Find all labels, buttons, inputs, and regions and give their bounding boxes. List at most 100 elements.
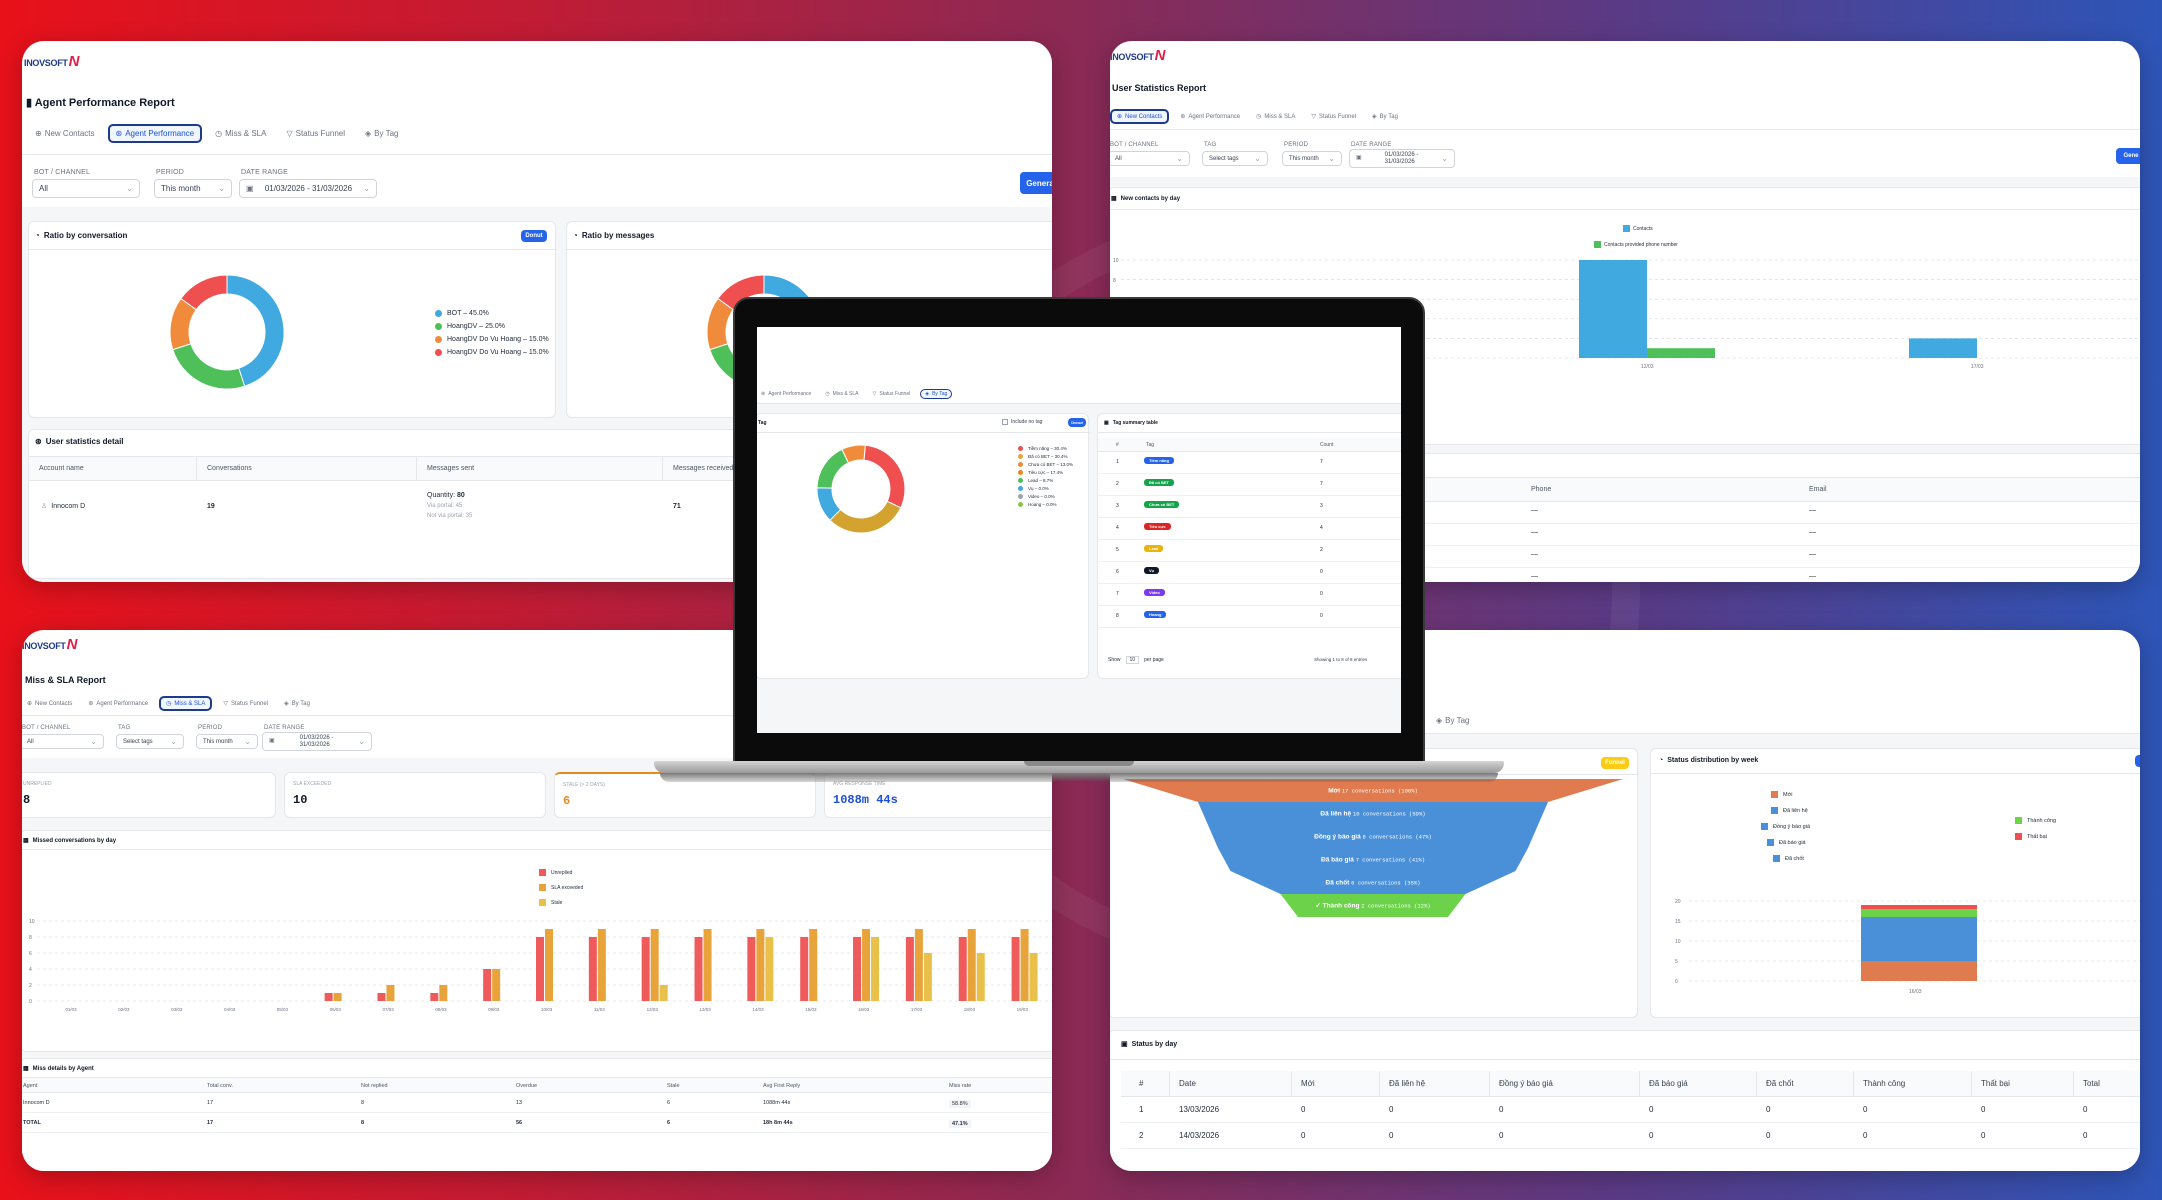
- tab-new-contacts[interactable]: ⊕ New Contacts: [1110, 109, 1170, 124]
- tab-agent-performance[interactable]: ⊛ Agent Performance: [1180, 113, 1241, 121]
- bar-unreplied: [483, 969, 492, 1001]
- table-cell: 1088m 44s: [763, 1100, 791, 1106]
- phone-cell: —: [1531, 551, 1538, 558]
- table-cell: 14/03/2026: [1179, 1131, 1220, 1140]
- legend-label: Hoang – 0.0%: [1028, 502, 1057, 507]
- funnel-icon: ▽: [286, 129, 293, 138]
- funnel-button[interactable]: Funnel: [1601, 757, 1629, 769]
- period-select[interactable]: This month ⌄: [154, 179, 232, 198]
- bot-channel-select[interactable]: All ⌄: [32, 179, 140, 198]
- table-cell: 0: [1863, 1105, 1868, 1114]
- include-no-tag-toggle[interactable]: Include no tag: [1002, 419, 1042, 425]
- date-range-input[interactable]: ▣ 01/03/2026 -31/03/2026 ⌄: [262, 732, 372, 751]
- tab-by-tag[interactable]: ◈ By Tag: [920, 389, 953, 399]
- tab-agent-performance[interactable]: ⊛ Agent Performance: [107, 124, 203, 143]
- table-cell: 8: [361, 1100, 365, 1106]
- tab-by-tag[interactable]: ◈ By Tag: [365, 129, 399, 138]
- tag-badge: Video: [1144, 589, 1165, 596]
- legend-label: Mới: [1783, 791, 1793, 798]
- bot-channel-select[interactable]: All ⌄: [22, 734, 104, 749]
- pie-icon: ◔: [573, 231, 578, 240]
- tab-status-funnel[interactable]: ▽ Status Funnel: [223, 700, 269, 708]
- x-tick-label: 01/03: [65, 1007, 77, 1012]
- tab-status-funnel[interactable]: ▽ Status Funnel: [872, 391, 911, 397]
- period-select[interactable]: This month ⌄: [196, 734, 258, 749]
- divider: [22, 849, 1052, 850]
- chart-icon: ⊛: [88, 701, 94, 707]
- donut-button[interactable]: Donut: [521, 230, 547, 242]
- tag-icon: ◈: [365, 129, 372, 138]
- legend-swatch: [435, 349, 442, 356]
- tag-select[interactable]: Select tags ⌄: [1202, 151, 1268, 166]
- tab-miss-sla[interactable]: ◷ Miss & SLA: [825, 391, 859, 397]
- date-range-input[interactable]: ▣ 01/03/2026 - 31/03/2026 ⌄: [239, 179, 377, 198]
- funnel-panel: Funnel Mới 17 conversations (100%) Đã liê…: [1110, 748, 1639, 1018]
- kpi-value: 6: [563, 794, 571, 808]
- bar-unreplied: [641, 937, 650, 1001]
- generate-button[interactable]: Gene: [2116, 148, 2140, 164]
- report-tabs: ⊕ New Contacts ⊛ Agent Performance ◷ Miss &…: [22, 696, 315, 711]
- x-tick-label: 19/03: [1017, 1007, 1029, 1012]
- legend-item: Đã chốt: [1773, 855, 1810, 862]
- table-cell: TOTAL: [23, 1120, 41, 1126]
- column-header: Conversations: [197, 457, 417, 480]
- legend-swatch: [1018, 478, 1023, 483]
- table-cell: 2: [1139, 1131, 1144, 1140]
- tag-select[interactable]: Select tags ⌄: [116, 734, 184, 749]
- period-select[interactable]: This month ⌄: [1282, 151, 1342, 166]
- table-cell: 13: [516, 1100, 523, 1106]
- table-cell: 0: [1766, 1105, 1771, 1114]
- tab-new-contacts[interactable]: ⊕ New Contacts: [35, 129, 95, 138]
- tab-miss-sla[interactable]: ◷ Miss & SLA: [215, 129, 267, 138]
- tab-new-contacts[interactable]: ⊕ New Contacts: [27, 700, 73, 708]
- chart-type-button[interactable]: [2135, 755, 2140, 767]
- tag-icon: ◈: [925, 391, 930, 397]
- brand-logo: INOVSOFTN: [22, 636, 78, 653]
- tab-agent-performance[interactable]: ⊛ Agent Performance: [88, 700, 149, 708]
- tab-status-funnel[interactable]: ▽ Status Funnel: [1311, 113, 1357, 121]
- tab-status-funnel[interactable]: ▽ Status Funnel: [286, 129, 345, 138]
- divider: [22, 715, 1052, 716]
- legend-label: Thành công: [2027, 817, 2057, 824]
- date-range-input[interactable]: ▣ 01/03/2026 -31/03/2026 ⌄: [1349, 149, 1455, 168]
- page-title: ▮ Agent Performance Report: [26, 97, 175, 109]
- row-number: 2: [1116, 481, 1119, 487]
- bot-channel-select[interactable]: All ⌄: [1110, 151, 1190, 166]
- x-tick-label: 04/03: [224, 1007, 236, 1012]
- chart-icon: ▦: [1111, 196, 1117, 202]
- divider: [1110, 209, 2140, 210]
- kpi-label: STALE (> 2 DAYS): [563, 782, 605, 788]
- divider: [29, 456, 1052, 457]
- chevron-down-icon: ⌄: [358, 737, 365, 746]
- tag-donut-chart: [816, 444, 906, 534]
- bar-stale: [871, 937, 880, 1001]
- users-icon: ▦: [23, 1066, 29, 1072]
- generate-button[interactable]: Genera: [1020, 172, 1052, 194]
- tab-miss-sla[interactable]: ◷ Miss & SLA: [159, 696, 213, 711]
- table-row: TOTAL 17 8 56 6 18h 8m 44s 47.1%: [22, 1113, 1052, 1133]
- donut-button[interactable]: Donut: [1068, 418, 1086, 427]
- bar-sla: [439, 985, 448, 1001]
- legend-item: Tiêu cực – 17.4%: [1018, 470, 1073, 475]
- donut-slice: [841, 444, 866, 464]
- table-cell: Innocom D: [23, 1100, 50, 1106]
- bar-unreplied: [588, 937, 597, 1001]
- tag-badge: Hoang: [1144, 611, 1167, 618]
- missed-conversations-bar-chart: 10 8 6 4 2 0 01/03 02/03 03/03 04/03 05/03 06/03 07/…: [29, 919, 1052, 1012]
- missed-conversations-panel: ▦ Missed conversations by day Unreplied SL…: [22, 830, 1052, 1052]
- panel-title: ⊛ User statistics detail: [35, 437, 124, 446]
- date-range-label: DATE RANGE: [264, 725, 305, 731]
- tab-by-tag[interactable]: ◈ By Tag: [1372, 113, 1398, 121]
- column-header: Email: [1809, 486, 1827, 493]
- per-page-select[interactable]: 10: [1125, 656, 1140, 664]
- tab-by-tag[interactable]: ◈ By Tag: [284, 700, 310, 708]
- tag-badge: Lead: [1144, 545, 1164, 552]
- column-header: Thất bại: [1981, 1079, 2010, 1088]
- x-tick-label: 09/03: [488, 1007, 500, 1012]
- tab-agent-performance[interactable]: ⊛ Agent Performance: [761, 391, 812, 397]
- tab-miss-sla[interactable]: ◷ Miss & SLA: [1256, 113, 1296, 121]
- legend-label: Đã báo giá: [1779, 839, 1806, 846]
- row-number: 7: [1116, 591, 1119, 597]
- bar-sla: [703, 929, 712, 1001]
- tab-by-tag[interactable]: ◈ By Tag: [1436, 716, 1470, 725]
